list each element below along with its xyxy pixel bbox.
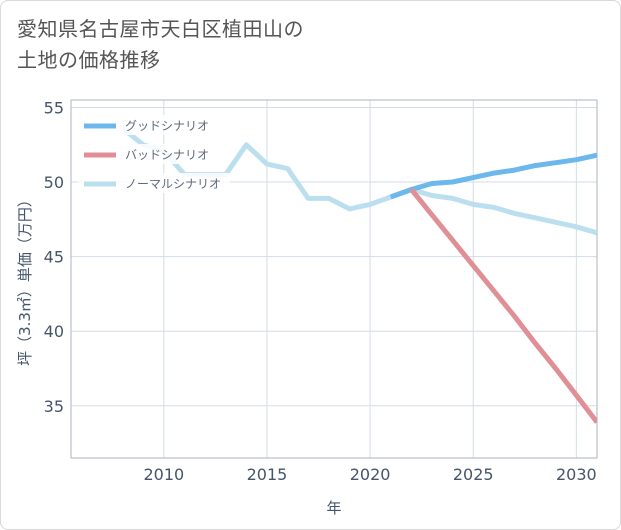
- x-tick-label: 2030: [556, 465, 597, 484]
- grid: [71, 100, 597, 458]
- legend-label: ノーマルシナリオ: [125, 177, 221, 191]
- x-tick-label: 2020: [350, 465, 391, 484]
- plot-area: [70, 99, 598, 459]
- chart-title-line-2: 土地の価格推移: [17, 48, 161, 72]
- legend-item-bg: [78, 173, 230, 193]
- chart-title: 愛知県名古屋市天白区植田山の 土地の価格推移: [17, 14, 304, 76]
- y-tick-label: 35: [44, 397, 64, 416]
- legend-item-bg: [78, 144, 230, 164]
- x-axis-label: 年: [326, 499, 341, 517]
- legend-item-bg: [78, 115, 230, 135]
- y-tick-label: 55: [44, 98, 64, 117]
- chart-title-line-1: 愛知県名古屋市天白区植田山の: [17, 17, 304, 41]
- series-lines: [121, 126, 597, 424]
- x-tick-label: 2015: [247, 465, 288, 484]
- y-tick-label: 50: [44, 173, 64, 192]
- axis-ticks: 2010 2015 2020 2025 2030 35 40 45 50 55: [44, 98, 597, 484]
- x-tick-label: 2025: [453, 465, 494, 484]
- x-tick-label: 2010: [143, 465, 184, 484]
- y-tick-label: 40: [44, 322, 64, 341]
- series-line-bad: [409, 187, 597, 424]
- y-tick-label: 45: [44, 248, 64, 267]
- legend-label: バッドシナリオ: [125, 148, 209, 162]
- legend-label: グッドシナリオ: [125, 119, 209, 133]
- y-axis-label: 坪（3.3㎡）単価（万円）: [16, 192, 34, 366]
- series-line-good: [389, 152, 597, 200]
